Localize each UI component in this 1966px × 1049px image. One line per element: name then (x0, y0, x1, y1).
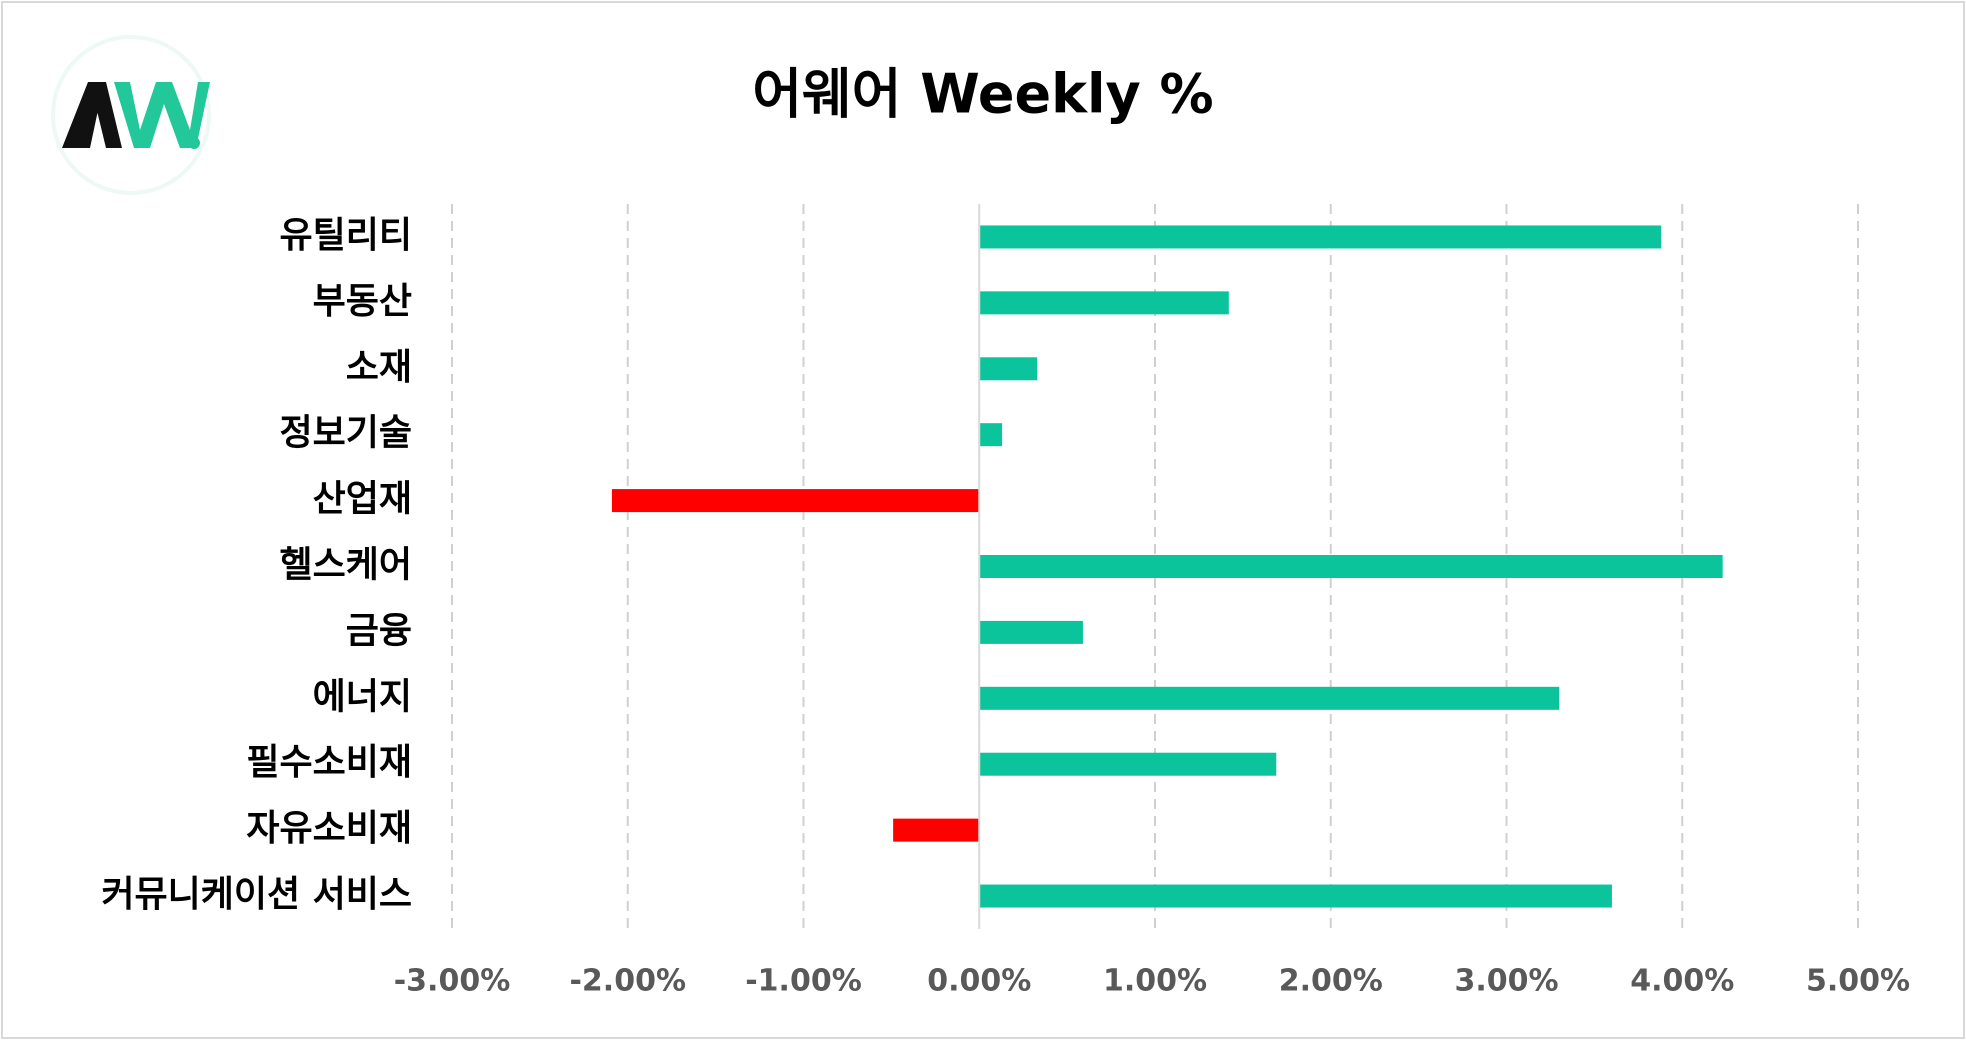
x-tick-label: 0.00% (927, 964, 1031, 999)
x-tick-label: -2.00% (569, 964, 686, 999)
bar (979, 686, 1560, 710)
bar (979, 423, 1003, 447)
bar (979, 555, 1723, 578)
bar (611, 489, 980, 513)
x-tick-label: -3.00% (394, 964, 511, 999)
x-tick-label: 5.00% (1806, 964, 1910, 999)
y-tick-label: 헬스케어 (280, 545, 412, 586)
chart-title: 어웨어 Weekly % (752, 63, 1213, 126)
y-tick-label: 부동산 (313, 281, 412, 322)
y-tick-label: 소재 (346, 347, 412, 388)
bar (979, 357, 1038, 381)
x-tick-label: 3.00% (1454, 964, 1558, 999)
bar (979, 884, 1612, 908)
logo-stroke (114, 82, 210, 148)
logo-dot (188, 137, 200, 149)
y-tick-label: 커뮤니케이션 서비스 (101, 874, 412, 915)
logo-stroke (90, 82, 122, 148)
y-tick-label: 자유소비재 (246, 808, 412, 849)
x-tick-label: 2.00% (1279, 964, 1383, 999)
x-tick-label: 4.00% (1630, 964, 1734, 999)
y-tick-label: 정보기술 (280, 413, 412, 454)
bar (979, 620, 1083, 644)
y-tick-label: 유틸리티 (280, 215, 412, 256)
y-tick-label: 필수소비재 (246, 742, 412, 783)
x-tick-label: 1.00% (1103, 964, 1207, 999)
y-tick-label: 에너지 (313, 676, 412, 717)
bar (979, 291, 1229, 315)
bar (979, 752, 1277, 776)
logo-stroke (62, 82, 104, 148)
logo (51, 35, 211, 195)
x-tick-label: -1.00% (745, 964, 862, 999)
bar (979, 225, 1662, 249)
y-tick-label: 산업재 (313, 479, 412, 520)
bar (893, 818, 980, 842)
y-tick-label: 금융 (346, 610, 412, 651)
